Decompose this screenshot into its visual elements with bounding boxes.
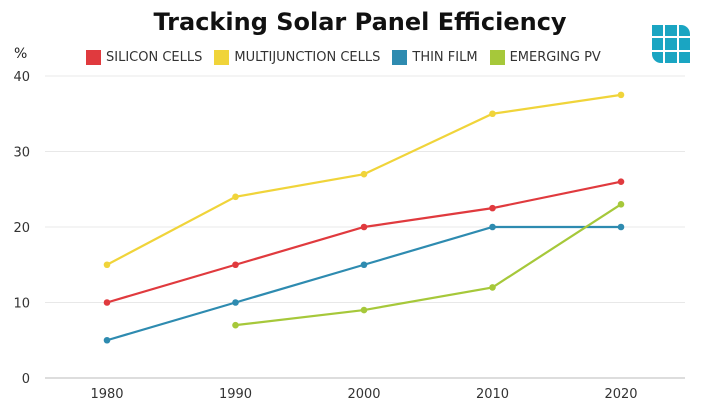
data-point (232, 299, 239, 306)
data-point (360, 223, 368, 231)
chart-title: Tracking Solar Panel Efficiency (153, 8, 567, 36)
grid-logo-icon (652, 25, 690, 63)
legend-item: MULTIJUNCTION CELLS (214, 50, 380, 65)
y-tick-label: 40 (13, 70, 30, 85)
legend-item: EMERGING PV (489, 50, 601, 65)
data-point (617, 223, 625, 231)
legend-label: EMERGING PV (509, 50, 601, 65)
legend: SILICON CELLS MULTIJUNCTION CELLS THIN FIL… (86, 50, 601, 65)
legend-label: SILICON CELLS (106, 50, 203, 65)
legend-label: THIN FILM (412, 50, 478, 65)
series-line-2 (106, 225, 621, 342)
data-point (103, 336, 111, 344)
y-tick-label: 10 (13, 297, 30, 312)
data-point (232, 261, 239, 269)
x-tick-label: 1990 (219, 387, 252, 402)
data-point (103, 299, 111, 306)
legend-label: MULTIJUNCTION CELLS (234, 50, 381, 65)
data-point (103, 261, 111, 269)
legend-item: SILICON CELLS (86, 50, 202, 65)
y-tick-label: 30 (13, 146, 30, 161)
x-tick-label: 1980 (90, 387, 123, 402)
legend-item: THIN FILM (392, 50, 478, 65)
legend-swatch (86, 50, 101, 65)
y-tick-label: 20 (13, 221, 30, 236)
data-point (232, 321, 239, 329)
data-point (360, 261, 368, 269)
series-line-3 (235, 203, 622, 327)
data-point (360, 306, 368, 314)
series-line-0 (106, 180, 622, 304)
x-tick-label: 2010 (476, 387, 509, 402)
data-point (489, 223, 496, 231)
legend-swatch (214, 50, 230, 65)
data-point (617, 201, 625, 208)
data-point (232, 193, 239, 201)
y-tick-label: 0 (22, 372, 30, 387)
legend-swatch (392, 50, 408, 65)
data-point (489, 284, 496, 291)
legend-swatch (489, 50, 505, 65)
data-point (617, 178, 625, 185)
data-point (489, 204, 496, 212)
data-point (360, 170, 368, 178)
series-line-1 (106, 93, 622, 266)
data-point (489, 110, 496, 118)
y-axis-label: % (14, 46, 28, 62)
x-tick-label: 2000 (347, 387, 380, 402)
data-point (617, 91, 625, 99)
x-tick-label: 2020 (604, 387, 637, 402)
